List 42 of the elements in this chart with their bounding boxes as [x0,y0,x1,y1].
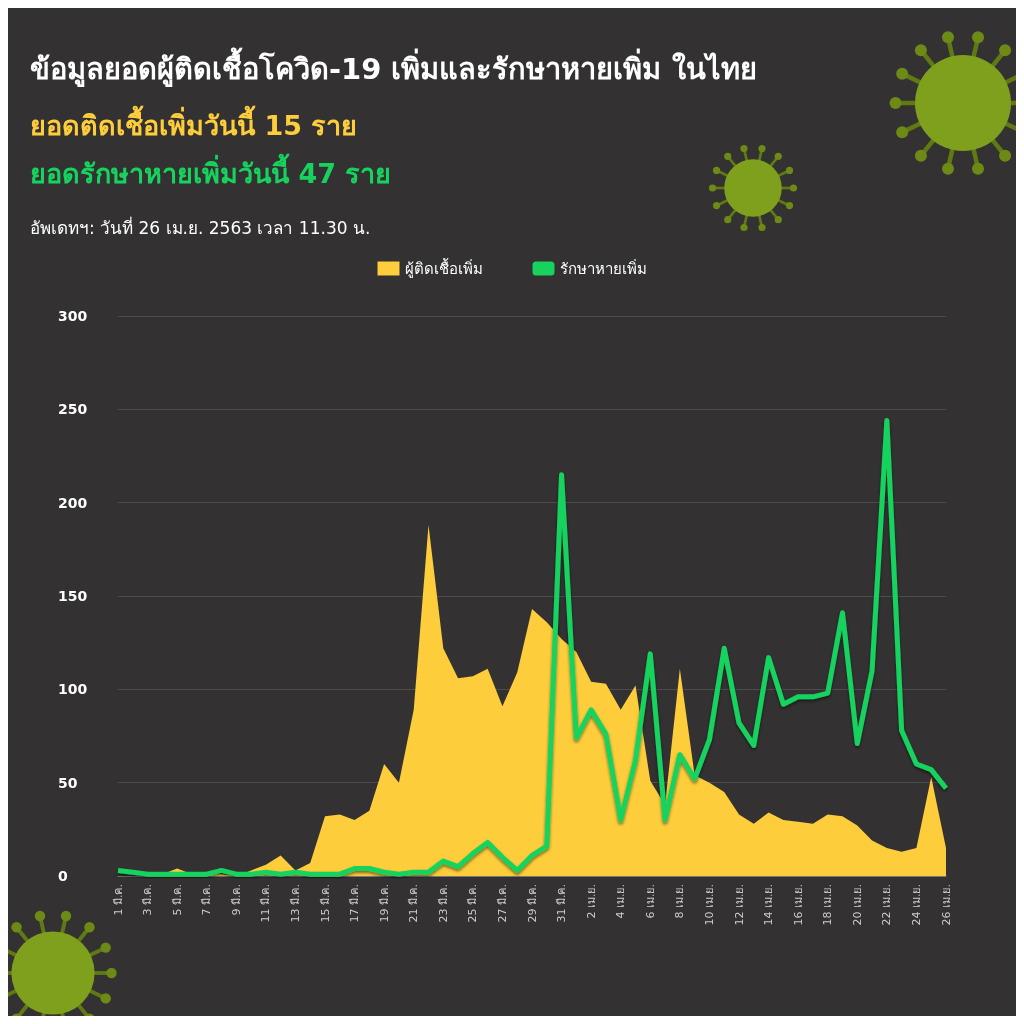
x-tick-label: 29 มี.ค. [525,884,539,923]
chart-subtitle: ยอดติดเชื้อเพิ่มวันนี้ 15 ราย [30,104,358,143]
x-tick-label: 5 มี.ค. [170,884,184,916]
y-tick-label: 0 [58,868,68,884]
y-tick-label: 250 [58,401,88,418]
chart-title: ข้อมูลยอดผู้ติดเชื้อโควิด-19 เพิ่มและรักษาหายเพิ่ม ในไทย [30,46,757,89]
y-tick-label: 50 [58,774,78,791]
x-tick-label: 3 มี.ค. [141,884,155,916]
x-tick-label: 25 มี.ค. [466,884,480,923]
x-tick-label: 26 เม.ย. [939,884,953,926]
text: อัพเดทฯ: วันที่ 26 เม.ย. 2563 เวลา 11.30 น. [30,215,371,240]
x-tick-label: 27 มี.ค. [495,884,509,923]
y-tick-label: 300 [58,308,88,324]
y-tick-label: 150 [58,588,88,604]
x-tick-label: 6 เม.ย. [643,884,657,919]
x-tick-label: 20 เม.ย. [850,884,864,926]
x-tick-label: 24 เม.ย. [909,884,923,926]
x-tick-label: 15 มี.ค. [318,884,332,923]
x-tick-label: 7 มี.ค. [200,884,214,916]
x-tick-label: 1 มี.ค. [111,884,125,916]
x-tick-label: 16 เม.ย. [791,884,805,926]
x-tick-label: 9 มี.ค. [229,884,243,916]
x-tick-label: 12 เม.ย. [732,884,746,926]
x-tick-label: 8 เม.ย. [673,884,687,919]
x-tick-label: 22 เม.ย. [880,884,894,926]
x-tick-label: 31 มี.ค. [555,884,569,923]
x-tick-label: 13 มี.ค. [288,884,302,923]
x-tick-label: 17 มี.ค. [348,884,362,923]
text: ยอดรักษาหายเพิ่มวันนี้ 47 ราย [30,152,392,191]
x-tick-label: 23 มี.ค. [436,884,450,923]
legend-label: ผู้ติดเชื้อเพิ่ม [404,257,483,278]
x-tick-label: 19 มี.ค. [377,884,391,923]
x-tick-label: 4 เม.ย. [614,884,628,919]
x-tick-label: 2 เม.ย. [584,884,598,919]
x-tick-label: 14 เม.ย. [762,884,776,926]
x-tick-label: 18 เม.ย. [821,884,835,926]
y-tick-label: 200 [58,494,88,511]
y-tick-label: 100 [58,681,88,698]
x-tick-label: 11 มี.ค. [259,884,273,923]
x-tick-label: 10 เม.ย. [702,884,716,926]
legend-label: รักษาหายเพิ่ม [559,257,647,278]
x-tick-label: 21 มี.ค. [407,884,421,923]
